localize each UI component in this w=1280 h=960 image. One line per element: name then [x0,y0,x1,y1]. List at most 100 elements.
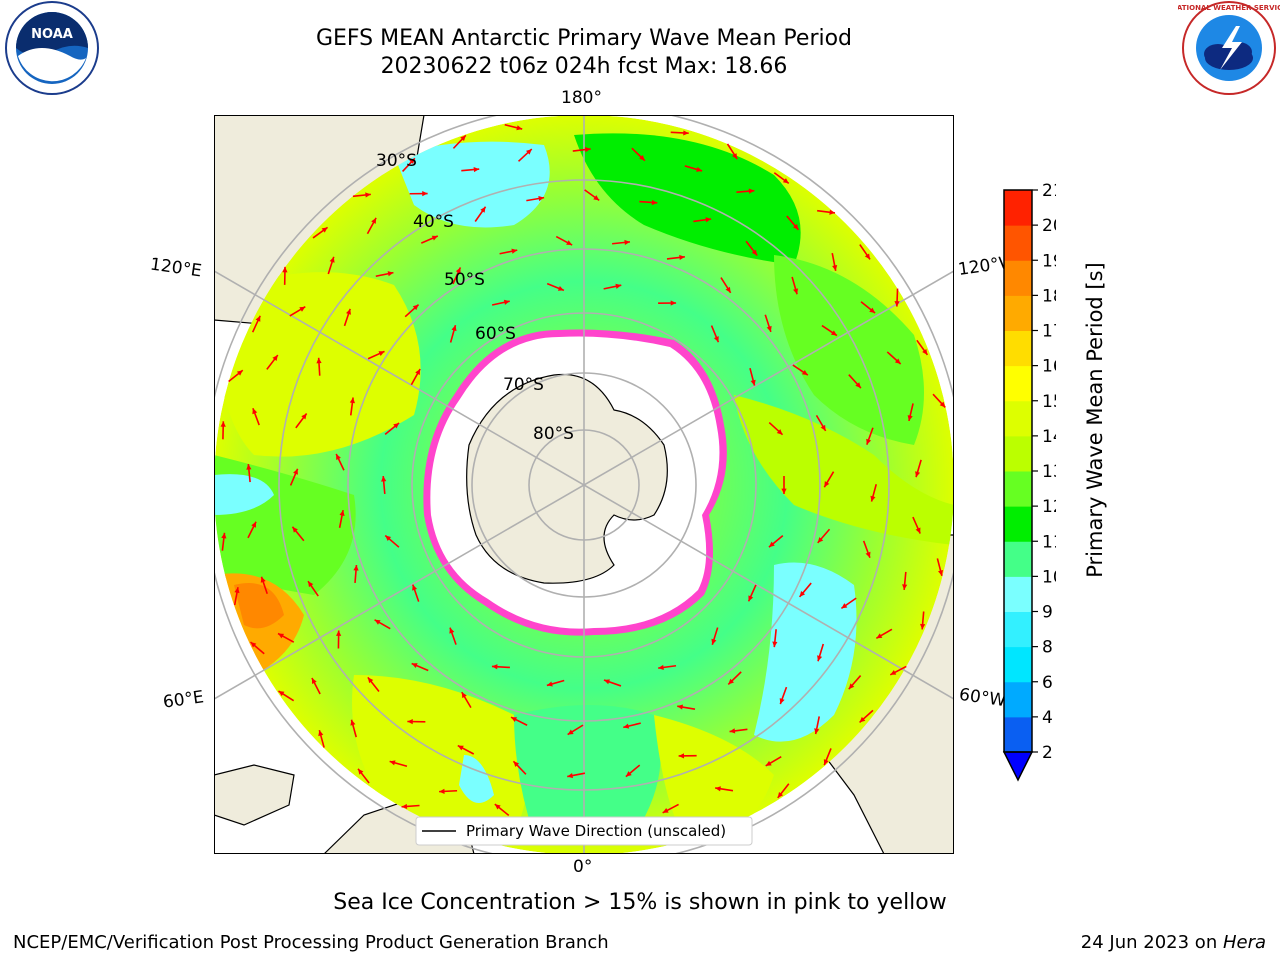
colorbar-tick-label: 10 [1042,567,1056,587]
wave-direction-arrow [894,288,900,307]
wave-direction-arrow [817,643,825,662]
chart-subtitle: 20230622 t06z 024h fcst Max: 18.66 [380,54,788,79]
colorbar-tick-label: 2 [1042,743,1053,763]
wave-direction-arrow [410,368,421,386]
wave-direction-arrow [764,314,772,333]
colorbar-tick-label: 6 [1042,673,1053,693]
wave-direction-arrow [916,339,929,356]
colorbar-band [1004,365,1032,402]
wave-direction-arrow [862,540,871,559]
wave-direction-arrow [567,772,586,779]
wave-direction-arrow [352,192,371,198]
wave-direction-arrow [278,690,295,702]
lon-label-0: 0° [573,857,593,877]
wave-direction-arrow [546,679,565,687]
wave-direction-arrow [449,627,457,645]
colorbar-tick-label: 16 [1042,357,1056,377]
wave-direction-arrow [357,768,370,784]
wave-direction-arrow [526,195,545,202]
colorbar-band [1004,400,1032,437]
wave-direction-arrow [343,308,351,327]
wave-direction-arrow [768,534,784,548]
wave-direction-arrow [366,217,377,235]
wave-direction-arrow [658,300,677,306]
wave-direction-arrow [461,166,480,173]
wave-direction-arrow [381,475,387,495]
wave-direction-arrow [907,403,914,422]
colorbar-band [1004,295,1032,331]
wave-direction-arrow [798,582,812,598]
wave-direction-arrow [792,364,809,376]
colorbar-band [1004,435,1032,472]
wave-direction-arrow [457,744,475,755]
wave-direction-arrow [289,306,306,317]
colorbar-tick-label: 21 [1042,182,1056,201]
wave-direction-arrow [510,716,528,726]
madagascar-land [214,764,295,826]
wave-direction-arrow [726,143,738,160]
colorbar-band [1004,190,1032,226]
wave-direction-arrow [318,729,325,748]
wave-direction-arrow [221,532,227,551]
wave-direction-arrow [736,188,755,194]
colorbar-extend-min [1002,751,1034,782]
wave-direction-arrow [312,226,329,239]
wave-direction-arrow [777,783,790,799]
map-legend: Primary Wave Direction (unscaled) [415,816,753,846]
colorbar-band [1004,541,1032,577]
wave-direction-arrow [786,215,800,231]
wave-direction-arrow [439,788,458,794]
colorbar-tick-label: 18 [1042,286,1056,306]
graticule [214,115,954,854]
nws-logo: NATIONAL WEATHER SERVICE [1178,1,1280,95]
footer-host: Hera [1222,932,1266,953]
wave-direction-arrow [625,764,641,778]
wave-direction-arrow [781,476,787,494]
wave-direction-arrow [791,276,799,295]
wave-direction-arrow [250,641,265,655]
svg-text:NATIONAL WEATHER SERVICE: NATIONAL WEATHER SERVICE [1178,4,1280,12]
colorbar-band [1004,681,1032,718]
wave-direction-arrow [494,803,510,817]
wave-direction-arrow [246,464,252,483]
colorbar-tick-label: 19 [1042,251,1056,271]
wave-direction-arrow [282,266,288,285]
wave-direction-arrow [338,509,345,528]
wave-direction-arrow [745,240,758,256]
wave-direction-arrow [499,248,518,255]
colorbar-band [1004,646,1032,683]
antarctic-wave-period-map: Primary Wave Direction (unscaled) [214,115,954,854]
colorbar-tick-label: 13 [1042,462,1056,482]
wave-direction-arrow [409,191,428,197]
wave-direction-arrow [247,521,257,539]
wave-direction-arrow [374,619,391,630]
wave-direction-arrow [401,157,416,172]
wave-direction-arrow [449,324,457,343]
wave-direction-arrow [859,709,874,724]
lat-label-60s: 60°S [475,324,516,344]
wave-direction-arrow [889,665,907,676]
wave-direction-arrow [277,632,295,643]
wave-direction-arrow [875,628,893,639]
colorbar-band [1004,576,1032,612]
wave-direction-arrow [461,691,472,709]
colorbar-tick-label: 9 [1042,603,1053,623]
wave-direction-arrow [823,471,835,488]
wave-direction-arrow [404,304,420,318]
wave-direction-arrow [848,374,862,389]
wave-direction-arrow [452,267,462,285]
wave-direction-arrow [384,534,400,548]
wave-direction-arrow [316,357,322,376]
wave-direction-arrow [727,671,742,685]
wave-direction-arrow [612,239,631,246]
colorbar-band [1004,330,1032,367]
colorbar-band [1004,506,1032,542]
footer-date: 24 Jun 2023 on Hera [1081,932,1266,953]
wave-direction-arrow [823,748,832,766]
wave-direction-arrow [658,664,677,670]
wave-direction-arrow [765,756,782,767]
wave-direction-arrow [452,134,467,149]
wave-direction-arrow [768,421,784,436]
lat-label-50s: 50°S [444,270,485,290]
wave-direction-arrow [603,283,622,290]
